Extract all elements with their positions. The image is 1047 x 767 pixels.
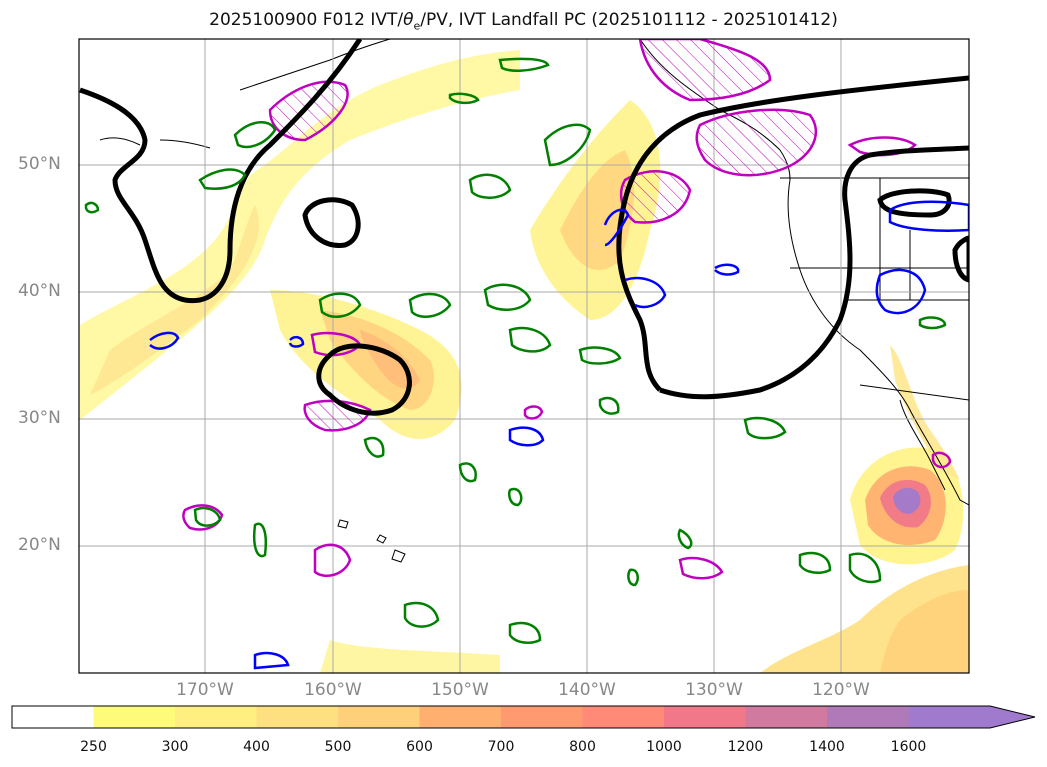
colorbar-outline [11,705,1036,729]
colorbar-segment [664,706,746,728]
title-subscript: e [413,19,421,33]
colorbar-tick-label: 1200 [727,739,764,755]
lat-label-50n: 50°N [18,154,61,174]
lon-label-160w: 160°W [304,680,362,700]
lat-label-40n: 40°N [18,281,61,301]
lon-label-120w: 120°W [812,680,870,700]
colorbar-tick-label: 1000 [646,739,682,755]
map-area [79,39,969,673]
colorbar-tick-label: 300 [161,739,189,755]
ivt-shading [80,50,969,673]
colorbar-tick-label: 1400 [809,739,845,755]
colorbar-segment [338,706,420,728]
colorbar-tick-label: 600 [406,739,433,755]
colorbar-tick-label: 400 [243,739,270,755]
colorbar-segment [827,706,909,728]
colorbar-segment [745,706,828,728]
colorbar [11,705,1036,729]
colorbar-tick-label: 1600 [890,739,927,755]
colorbar-segment [175,706,257,728]
colorbar-extend-arrow [990,706,1035,728]
lat-label-30n: 30°N [18,408,61,428]
title-symbol: θ [403,10,414,30]
colorbar-segment [501,706,583,728]
gridlines [79,39,969,673]
colorbar-tick-label: 500 [324,739,352,755]
colorbar-tick-label: 800 [569,739,596,755]
colorbar-segment [256,706,339,728]
colorbar-segment [12,706,94,728]
lon-label-170w: 170°W [176,680,234,700]
colorbar-segment [582,706,665,728]
lon-label-140w: 140°W [558,680,616,700]
lat-label-20n: 20°N [18,535,61,555]
map-frame [78,38,970,674]
black-contours [79,39,969,416]
lon-label-150w: 150°W [431,680,489,700]
page-title: 2025100900 F012 IVT/θe/PV, IVT Landfall … [0,10,1047,32]
lon-label-130w: 130°W [685,680,743,700]
colorbar-tick-label: 250 [80,739,107,755]
colorbar-segment [908,706,991,728]
green-contours [84,57,947,644]
colorbar-segment [93,706,176,728]
colorbar-segment [419,706,502,728]
blue-contours [149,200,969,670]
title-suffix: /PV, IVT Landfall PC (2025101112 - 20251… [420,10,838,30]
colorbar-tick-label: 700 [487,739,515,755]
title-prefix: 2025100900 F012 IVT/ [209,10,404,30]
